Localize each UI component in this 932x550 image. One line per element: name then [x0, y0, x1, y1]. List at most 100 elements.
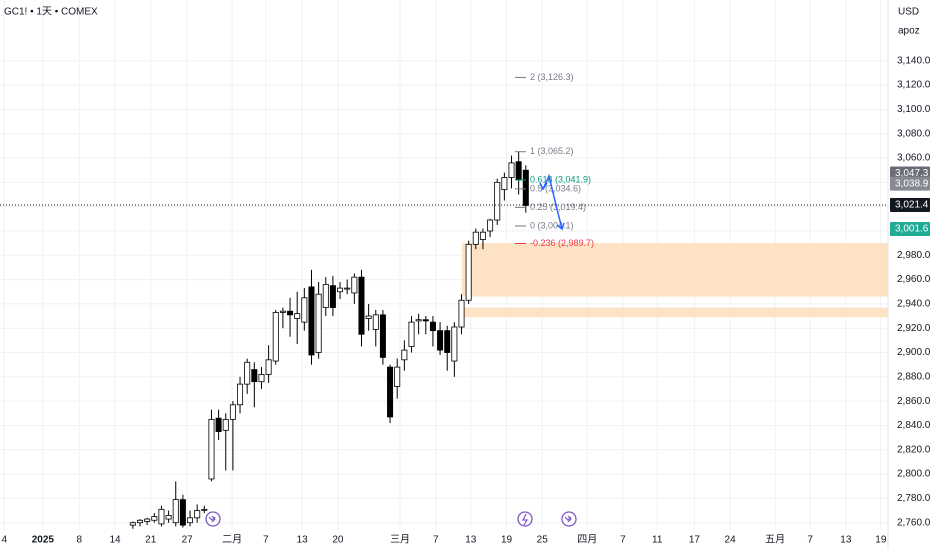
y-tick-label: 3,140.0	[897, 55, 931, 66]
candle-body	[322, 284, 329, 308]
x-tick-label: 4	[2, 535, 8, 546]
y-tick-label: 2,900.0	[897, 347, 931, 358]
x-tick-label: 7	[433, 535, 439, 546]
x-tick-label: 四月	[577, 534, 597, 546]
zones	[462, 243, 888, 318]
event-icon[interactable]	[561, 511, 577, 527]
symbol-title: GC1! • 1天 • COMEX	[4, 7, 98, 18]
candle-body	[137, 519, 144, 524]
candle-body	[415, 319, 422, 322]
x-tick-label: 2025	[32, 535, 55, 546]
candle-body	[151, 516, 158, 521]
arrow-head	[539, 182, 548, 191]
candle-body	[437, 330, 444, 351]
y-tick-label: 2,800.0	[897, 469, 931, 480]
candle-body	[229, 404, 236, 420]
candle-body	[379, 314, 386, 358]
y-tick-label: 2,920.0	[897, 323, 931, 334]
path-arrow	[542, 173, 563, 230]
zone	[462, 307, 888, 318]
y-tick-label: 3,060.0	[897, 153, 931, 164]
x-tick-label: 7	[620, 535, 626, 546]
candle-body	[258, 374, 265, 383]
x-tick-label: 14	[109, 535, 121, 546]
candle-body	[479, 231, 486, 240]
candle-body	[451, 326, 458, 362]
x-tick-label: 11	[652, 535, 663, 546]
event-icon-glyph	[522, 513, 529, 526]
x-tick-label: 27	[182, 535, 194, 546]
x-tick-label: 7	[807, 535, 813, 546]
candle-body	[308, 286, 315, 356]
y-tick-label: 2,760.0	[897, 517, 931, 528]
y-tick-label: 3,100.0	[897, 104, 931, 115]
candle-body	[487, 219, 494, 232]
y-tick-label: 2,860.0	[897, 396, 931, 407]
candle-body	[344, 287, 351, 290]
x-tick-label: 24	[725, 535, 737, 546]
x-tick-label: 13	[840, 535, 852, 546]
candle-body	[215, 417, 222, 432]
y-tick-label: 3,120.0	[897, 80, 931, 91]
price-label: 3,038.9	[895, 178, 929, 189]
candle-body	[351, 276, 358, 294]
x-tick-label: 13	[297, 535, 309, 546]
candle-body	[165, 515, 172, 520]
x-tick-label: 25	[537, 535, 549, 546]
candle-body	[444, 330, 451, 353]
price-label-box	[890, 197, 930, 212]
event-icon[interactable]	[517, 511, 533, 527]
candle-body	[279, 310, 286, 313]
event-icon[interactable]	[205, 511, 221, 527]
candle-body	[337, 287, 344, 293]
candle-body	[301, 297, 308, 323]
x-tick-label: 三月	[390, 534, 410, 546]
fib-label: -0.236 (2,989.7)	[530, 238, 594, 248]
y-tick-label: 2,820.0	[897, 444, 931, 455]
x-tick-label: 8	[77, 535, 83, 546]
arrow-head	[556, 222, 565, 231]
x-tick-label: 19	[501, 535, 513, 546]
candle-body	[237, 383, 244, 406]
candles	[129, 151, 529, 529]
candle-body	[372, 314, 379, 330]
x-tick-label: 17	[689, 535, 701, 546]
candle-body	[422, 319, 429, 322]
price-label-box	[890, 222, 930, 237]
candle-body	[179, 499, 186, 526]
candle-body	[187, 517, 194, 524]
currency: USD	[898, 7, 919, 18]
candle-body	[365, 315, 372, 319]
candle-body	[429, 321, 436, 332]
candle-body	[329, 285, 336, 308]
candle-body	[144, 518, 151, 522]
candle-body	[508, 162, 515, 178]
fib-label: 0.5 (3,034.6)	[530, 183, 581, 193]
candle-body	[172, 499, 179, 524]
candle-body	[265, 359, 272, 375]
fib-label: 0 (3,004.1)	[530, 220, 574, 230]
candle-body	[515, 161, 522, 181]
fib-label: 1 (3,065.2)	[530, 146, 574, 156]
overlay: 2 (3,126.3) 1 (3,065.2) 0.618 (3,041.9)0.5…	[0, 72, 888, 248]
candle-body	[244, 361, 251, 385]
y-tick-label: 2,780.0	[897, 493, 931, 504]
candle-body	[458, 299, 465, 328]
candle-body	[522, 169, 529, 206]
zone	[462, 243, 888, 297]
candle-body	[158, 508, 165, 525]
candle-body	[251, 369, 258, 383]
fib-label: 2 (3,126.3)	[530, 72, 574, 82]
x-tick-label: 13	[465, 535, 477, 546]
candle-body	[472, 231, 479, 245]
candle-body	[201, 508, 208, 511]
candle-body	[287, 310, 294, 316]
candle-body	[394, 366, 401, 387]
y-tick-label: 2,880.0	[897, 371, 931, 382]
event-icon-circle[interactable]	[517, 511, 533, 527]
x-tick-label: 7	[263, 535, 269, 546]
candle-body	[358, 276, 365, 335]
y-tick-label: 2,960.0	[897, 274, 931, 285]
x-tick-label: 20	[332, 535, 344, 546]
